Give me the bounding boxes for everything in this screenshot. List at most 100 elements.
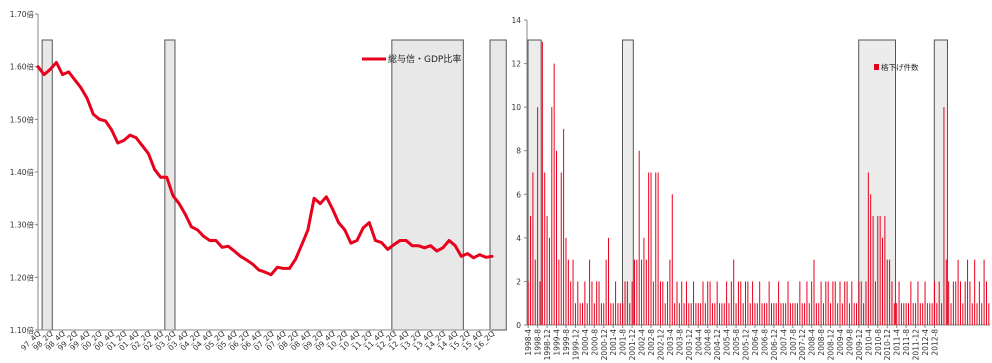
- data-point: [460, 254, 463, 258]
- data-point: [380, 241, 383, 244]
- data-point: [410, 244, 414, 248]
- data-point: [318, 202, 322, 205]
- y-tick-label: 1.20倍: [10, 272, 35, 282]
- data-point: [453, 244, 457, 248]
- data-point: [306, 228, 310, 232]
- data-point: [79, 86, 83, 90]
- data-point: [55, 61, 58, 64]
- x-tick-label: 2003-12: [685, 329, 694, 361]
- y-tick-label: 1.70倍: [10, 9, 35, 19]
- y-tick-label: 0: [516, 321, 521, 330]
- data-point: [91, 112, 95, 116]
- x-tick-label: 2005-12: [742, 329, 751, 361]
- x-tick-label: 1998-8: [534, 329, 543, 356]
- x-tick-label: 2012-8: [930, 329, 939, 356]
- x-tick-label: 2001-8: [619, 329, 628, 356]
- data-point: [355, 239, 359, 242]
- legend-label: 格下げ件数: [881, 62, 919, 72]
- data-point: [159, 175, 163, 179]
- data-point: [73, 78, 77, 82]
- data-point: [42, 73, 46, 76]
- x-tick-label: 2008-4: [808, 329, 817, 356]
- x-tick-label: 2006-8: [760, 329, 769, 356]
- shaded-period-2: [391, 39, 464, 331]
- data-point: [423, 246, 426, 250]
- x-tick-label: 2005-8: [732, 329, 741, 356]
- x-tick-label: 1998-12: [543, 329, 552, 361]
- data-point: [374, 239, 377, 242]
- x-tick-label: 2011-4: [893, 329, 902, 356]
- data-point: [435, 249, 439, 253]
- data-point: [165, 175, 169, 179]
- x-tick-label: 2006-4: [751, 329, 760, 356]
- data-point: [257, 268, 261, 272]
- x-tick-label: 2000-4: [581, 329, 590, 356]
- y-tick-label: 2: [516, 277, 521, 286]
- data-point: [85, 96, 89, 100]
- y-tick-label: 12: [511, 60, 521, 69]
- x-tick-label: 2001-12: [628, 329, 637, 361]
- x-tick-label: 2010-8: [874, 329, 883, 356]
- data-point: [104, 119, 107, 123]
- x-tick-label: 2009-4: [836, 329, 845, 356]
- data-point: [61, 73, 64, 76]
- data-point: [190, 225, 193, 229]
- x-tick-label: 2000-12: [600, 329, 609, 361]
- x-tick-label: 2004-12: [713, 329, 722, 361]
- x-tick-label: 1999-4: [553, 329, 562, 356]
- y-tick-label: 1.60倍: [10, 62, 35, 72]
- data-point: [282, 267, 285, 270]
- x-tick-label: 2002-4: [638, 329, 647, 356]
- x-tick-label: 2007-8: [789, 329, 798, 356]
- data-point: [404, 239, 408, 242]
- x-tick-label: 2007-4: [779, 329, 788, 356]
- y-tick-label: 6: [516, 190, 521, 199]
- y-tick-label: 1.40倍: [10, 167, 35, 177]
- data-point: [484, 256, 488, 259]
- x-tick-label: 2000-8: [590, 329, 599, 356]
- y-tick-label: 1.30倍: [10, 220, 35, 230]
- data-point: [98, 118, 101, 121]
- data-point: [343, 228, 347, 232]
- data-point: [36, 65, 40, 68]
- x-tick-label: 2009-12: [855, 329, 864, 361]
- data-point: [251, 262, 255, 266]
- data-point: [183, 212, 187, 216]
- data-point: [478, 253, 482, 256]
- data-point: [398, 239, 402, 242]
- x-tick-label: 2003-8: [675, 329, 684, 356]
- data-point: [128, 133, 132, 137]
- data-point: [140, 144, 144, 147]
- x-tick-label: 2002-8: [647, 329, 656, 356]
- y-tick-label: 14: [511, 16, 521, 25]
- data-point: [392, 243, 396, 246]
- data-point: [417, 244, 420, 248]
- y-tick-label: 1.50倍: [10, 114, 35, 124]
- x-tick-label: 2010-4: [864, 329, 873, 356]
- data-point: [288, 267, 291, 270]
- x-tick-label: 1999-8: [562, 329, 571, 356]
- y-tick-label: 10: [511, 103, 521, 112]
- x-tick-label: 2009-8: [845, 329, 854, 356]
- data-point: [361, 226, 365, 230]
- data-point: [226, 244, 230, 248]
- data-point: [429, 244, 432, 248]
- x-tick-label: 2011-12: [912, 329, 921, 361]
- x-tick-label: 2011-8: [902, 329, 911, 356]
- data-point: [171, 194, 175, 197]
- data-point: [337, 221, 340, 224]
- data-point: [67, 70, 70, 74]
- x-tick-label: 2003-4: [666, 329, 675, 356]
- data-point: [239, 254, 242, 258]
- shaded-period-3: [489, 39, 507, 331]
- data-point: [245, 258, 248, 262]
- data-point: [300, 243, 304, 246]
- data-point: [349, 241, 353, 245]
- data-point: [233, 249, 236, 253]
- data-point: [466, 252, 469, 255]
- data-point: [441, 246, 445, 250]
- data-point: [153, 168, 156, 171]
- data-point: [386, 248, 390, 251]
